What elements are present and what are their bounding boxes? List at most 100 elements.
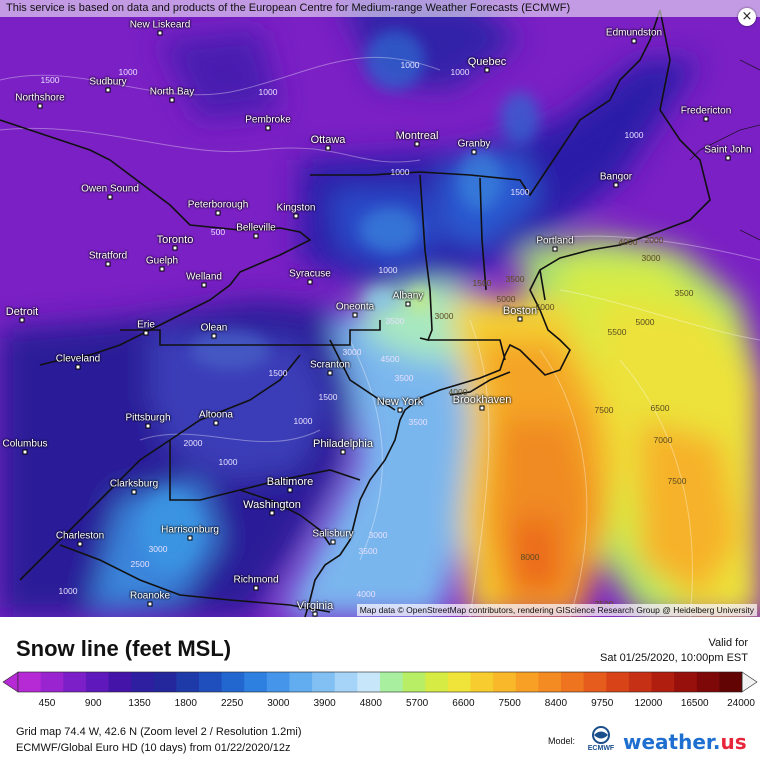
city-marker <box>293 213 299 219</box>
city-marker <box>397 407 403 413</box>
city-label: Granby <box>457 138 491 150</box>
valid-label: Valid for <box>708 637 748 649</box>
city-label: Salisbury <box>312 528 354 540</box>
snow-line-field <box>0 0 760 617</box>
city-marker <box>131 489 137 495</box>
city-label: Charleston <box>55 530 105 542</box>
scale-min-arrow <box>2 671 19 693</box>
city-marker <box>147 601 153 607</box>
scale-tick-label: 2250 <box>220 698 244 709</box>
close-icon[interactable]: × <box>738 8 756 26</box>
scale-swatch <box>561 672 585 692</box>
city-label: Fredericton <box>680 105 732 117</box>
contour-label: 6500 <box>650 403 670 413</box>
model-run-info: ECMWF/Global Euro HD (10 days) from 01/2… <box>16 742 291 754</box>
contour-label: 1000 <box>390 167 410 177</box>
city-label: Pittsburgh <box>125 412 171 424</box>
scale-swatch <box>244 672 268 692</box>
color-scale-bar <box>2 671 758 693</box>
contour-label: 3500 <box>408 417 428 427</box>
city-label: Pembroke <box>245 114 291 126</box>
scale-tick-label: 5700 <box>406 698 429 709</box>
city-label: Detroit <box>5 306 39 318</box>
contour-label: 1500 <box>510 187 530 197</box>
legend-title: Snow line (feet MSL) <box>16 636 232 661</box>
city-label: Virginia <box>296 600 334 612</box>
contour-label: 1000 <box>400 60 420 70</box>
city-marker <box>552 246 558 252</box>
city-marker <box>517 316 523 322</box>
city-label: Owen Sound <box>81 183 139 195</box>
contour-label: 3000 <box>342 347 362 357</box>
scale-swatch <box>583 672 607 692</box>
scale-swatch <box>221 672 245 692</box>
city-marker <box>201 282 207 288</box>
scale-swatch <box>719 672 743 692</box>
scale-swatch <box>63 672 87 692</box>
contour-label: 1000 <box>258 87 278 97</box>
city-marker <box>75 364 81 370</box>
city-label: New Liskeard <box>129 19 191 31</box>
contour-label: 3000 <box>641 253 661 263</box>
contour-label: 1000 <box>58 586 78 596</box>
city-marker <box>307 279 313 285</box>
contour-label: 1500 <box>40 75 60 85</box>
city-marker <box>613 182 619 188</box>
city-marker <box>484 67 490 73</box>
scale-tick-label: 900 <box>84 698 102 709</box>
city-label: Ottawa <box>310 134 346 146</box>
ecmwf-logo-text: ECMWF <box>587 745 615 752</box>
city-label: Richmond <box>233 574 279 586</box>
scale-swatch <box>493 672 517 692</box>
contour-label: 3500 <box>505 274 525 284</box>
contour-label: 5000 <box>535 302 555 312</box>
scale-swatch <box>176 672 200 692</box>
city-label: Stratford <box>88 250 128 262</box>
city-marker <box>325 145 331 151</box>
city-marker <box>169 97 175 103</box>
scale-tick-label: 7500 <box>498 698 521 709</box>
scale-swatch <box>447 672 471 692</box>
contour-label: 1000 <box>624 130 644 140</box>
scale-tick-label: 24000 <box>727 698 755 709</box>
contour-label: 4500 <box>380 354 400 364</box>
city-marker <box>213 420 219 426</box>
scale-swatch <box>199 672 223 692</box>
scale-swatch <box>266 672 290 692</box>
city-label: Saint John <box>704 144 752 156</box>
city-label: Baltimore <box>266 476 314 488</box>
scale-swatch <box>380 672 404 692</box>
map-attribution[interactable]: Map data © OpenStreetMap contributors, r… <box>356 604 757 616</box>
city-marker <box>340 449 346 455</box>
city-marker <box>187 535 193 541</box>
city-label: Sudbury <box>89 76 127 88</box>
city-marker <box>269 510 275 516</box>
contour-label: 1000 <box>293 416 313 426</box>
scale-swatch <box>18 672 42 692</box>
valid-time[interactable]: Sat 01/25/2020, 10:00pm EST <box>600 652 748 664</box>
city-marker <box>327 370 333 376</box>
scale-swatch <box>515 672 539 692</box>
weather-us-logo[interactable]: weather.us <box>623 730 747 754</box>
scale-swatch <box>85 672 109 692</box>
scale-tick-label: 3000 <box>267 698 290 709</box>
city-label: Guelph <box>145 255 179 267</box>
scale-swatch <box>402 672 426 692</box>
contour-label: 2000 <box>644 235 664 245</box>
contour-label: 7500 <box>667 476 687 486</box>
city-marker <box>312 611 318 617</box>
contour-label: 5000 <box>635 317 655 327</box>
city-label: Montreal <box>395 130 439 142</box>
scale-frame <box>17 671 743 693</box>
contour-label: 1000 <box>378 265 398 275</box>
city-marker <box>352 312 358 318</box>
contour-label: 1000 <box>450 67 470 77</box>
scale-swatch <box>425 672 449 692</box>
contour-label: 1000 <box>218 457 238 467</box>
weather-map[interactable]: This service is based on data and produc… <box>0 0 760 617</box>
city-label: Kingston <box>276 202 316 214</box>
city-marker <box>107 194 113 200</box>
city-marker <box>479 405 485 411</box>
scale-swatch <box>696 672 720 692</box>
city-label: Belleville <box>236 222 276 234</box>
